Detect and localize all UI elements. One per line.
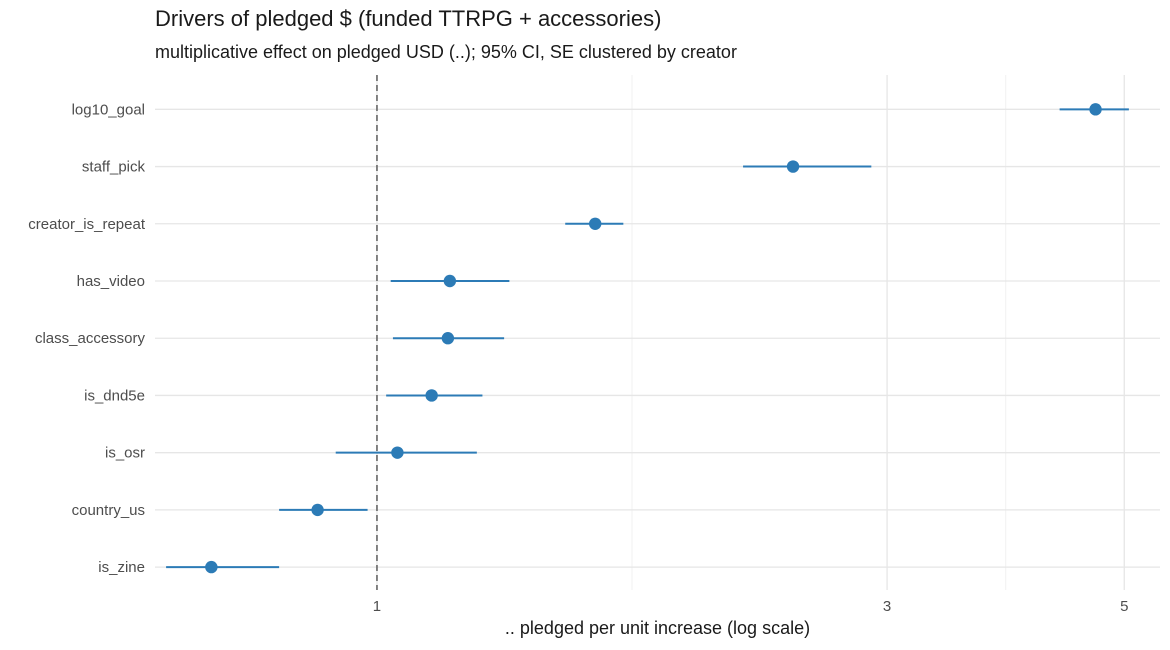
y-tick-label: has_video <box>77 273 145 290</box>
x-tick-label: 1 <box>373 598 381 615</box>
estimate-point-staff_pick <box>786 160 800 173</box>
estimate-point-log10_goal <box>1089 103 1102 116</box>
y-tick-label: country_us <box>72 502 145 519</box>
x-axis-ticks: 1 3 5 <box>373 598 1129 615</box>
estimate-point-creator_is_repeat <box>588 217 602 230</box>
estimate-point-country_us <box>311 503 324 517</box>
y-tick-label: is_dnd5e <box>84 387 145 404</box>
estimate-point-is_zine <box>205 560 218 574</box>
y-axis-labels: log10_goal staff_pick creator_is_repeathas… <box>28 101 146 576</box>
estimate-point-is_osr <box>391 446 404 459</box>
chart-subtitle: multiplicative effect on pledged USD (..… <box>155 42 737 62</box>
y-tick-label: is_zine <box>98 559 145 576</box>
chart-title: Drivers of pledged $ (funded TTRPG + acc… <box>155 6 662 31</box>
x-axis-label: .. pledged per unit increase (log scale) <box>504 618 811 638</box>
y-tick-label: staff_pick <box>82 159 146 176</box>
y-tick-label: is_osr <box>105 445 145 462</box>
estimate-marks <box>166 103 1129 574</box>
x-tick-label: 3 <box>883 598 891 615</box>
major-gridlines <box>155 75 1160 590</box>
y-tick-label: log10_goal <box>72 101 145 118</box>
estimate-point-has_video <box>443 274 457 288</box>
estimate-point-class_accessory <box>441 332 455 345</box>
y-tick-label: class_accessory <box>35 330 146 347</box>
x-tick-label: 5 <box>1120 598 1128 615</box>
minor-gridlines <box>631 75 1007 590</box>
estimate-point-is_dnd5e <box>425 389 438 402</box>
y-tick-label: creator_is_repeat <box>28 216 146 233</box>
